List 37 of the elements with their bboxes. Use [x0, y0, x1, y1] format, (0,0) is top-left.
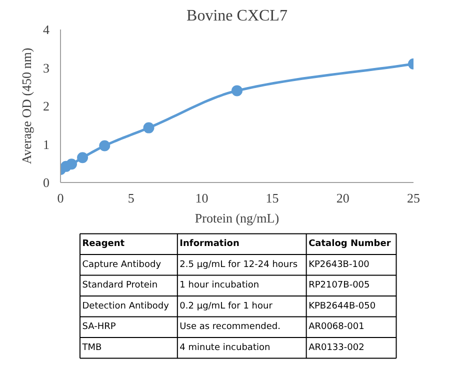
y-axis-title: Average OD (450 nm)	[19, 48, 34, 164]
x-axis-title: Protein (ng/mL)	[194, 210, 280, 226]
y-tick-label: 4	[43, 22, 50, 37]
point	[232, 85, 242, 96]
y-tick-label: 3	[43, 60, 50, 76]
point	[66, 158, 78, 170]
text: Catalog Number	[308, 239, 392, 250]
x-tick-label: 0	[57, 190, 64, 206]
y-tick-label: 0	[43, 175, 50, 190]
text: AR0133-002	[308, 342, 364, 353]
text: Capture Antibody	[82, 260, 162, 270]
text: Information	[180, 239, 240, 250]
y-tick-label: 2	[43, 98, 50, 114]
chart-title: Bovine CXCL7	[186, 8, 288, 24]
text: Use as recommended.	[180, 322, 281, 332]
point	[77, 152, 88, 164]
text: SA-HRP	[82, 322, 116, 332]
text: 1 hour incubation	[180, 280, 260, 291]
x-tick-label: 10	[195, 190, 208, 206]
text: AR0068-001	[308, 322, 364, 332]
text: 4 minute incubation	[180, 342, 270, 353]
x-tick-label: 25	[407, 190, 420, 206]
point	[99, 140, 110, 152]
x-tick-label: 15	[266, 190, 279, 206]
text: TMB	[81, 342, 102, 353]
text: KPB2644B-050	[308, 301, 376, 312]
text: Reagent	[82, 239, 126, 250]
text: Detection Antibody	[82, 301, 170, 312]
point	[143, 122, 154, 134]
text: Standard Protein	[82, 280, 158, 291]
text: 0.2 µg/mL for 1 hour	[180, 301, 273, 312]
y-tick-label: 1	[43, 136, 50, 152]
x-tick-label: 5	[128, 190, 134, 206]
x-tick-label: 20	[336, 190, 350, 206]
text: 2.5 µg/mL for 12-24 hours	[180, 260, 298, 270]
text: RP2107B-005	[308, 280, 370, 291]
text: KP2643B-100	[308, 260, 370, 270]
